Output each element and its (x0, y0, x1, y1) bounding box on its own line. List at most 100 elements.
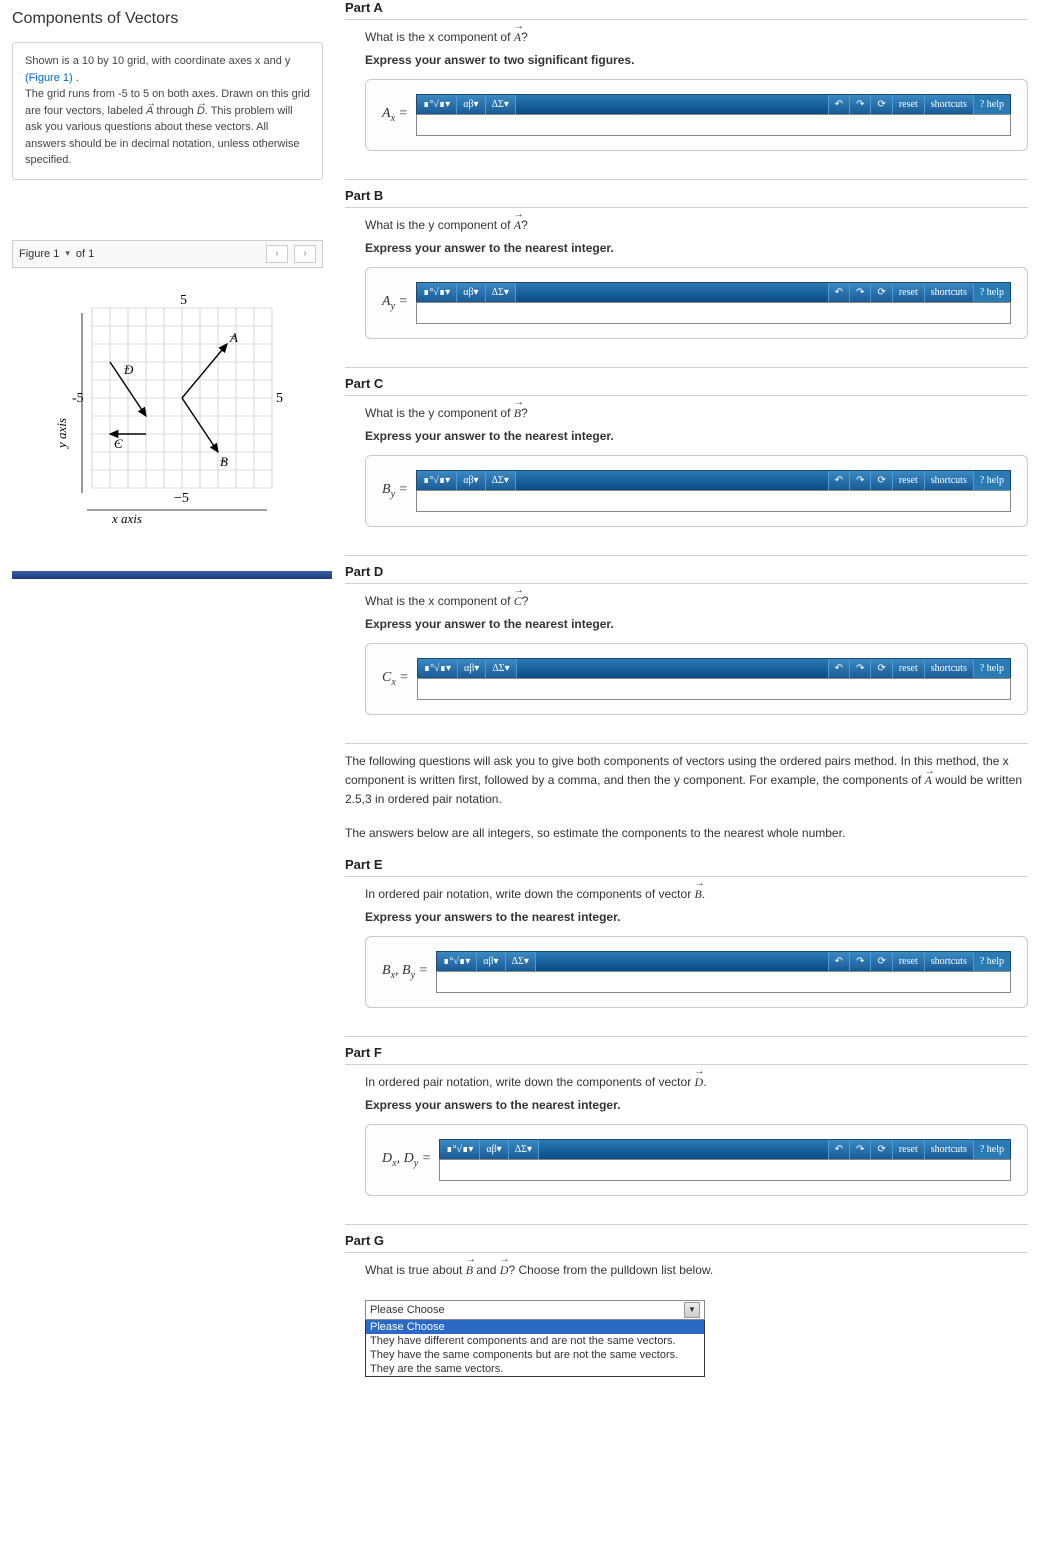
undo-button[interactable]: ↶ (828, 1140, 849, 1159)
figure-select-bar: Figure 1 ▾ of 1 ‹ › (12, 240, 323, 268)
redo-button[interactable]: ↷ (849, 283, 870, 302)
dropdown-option[interactable]: They have different components and are n… (366, 1334, 704, 1348)
y-axis-label: y axis (54, 418, 69, 450)
figure-next-button[interactable]: › (294, 245, 316, 263)
shortcuts-button[interactable]: shortcuts (924, 283, 973, 302)
answer-toolbar: ∎°√∎▾ αβ▾ ΔΣ▾ ↶ ↷ ⟳ reset shortcuts ? he… (416, 94, 1011, 114)
part-g-dropdown[interactable]: Please Choose ▼ Please Choose They have … (365, 1300, 705, 1377)
axis-top-5: 5 (180, 293, 187, 308)
intro-box: Shown is a 10 by 10 grid, with coordinat… (12, 42, 323, 180)
refresh-button[interactable]: ⟳ (870, 659, 891, 678)
answer-toolbar: ∎°√∎▾ αβ▾ ΔΣ▾ ↶ ↷ ⟳ reset shortcuts ? he… (416, 470, 1011, 490)
reset-button[interactable]: reset (892, 659, 924, 678)
template-button[interactable]: ∎°√∎▾ (437, 952, 477, 971)
chevron-down-icon[interactable]: ▾ (65, 248, 70, 259)
help-button[interactable]: ? help (973, 283, 1010, 302)
axis-right-5: 5 (276, 391, 283, 406)
undo-button[interactable]: ↶ (828, 283, 849, 302)
axis-bot-neg5: −5 (174, 491, 189, 506)
greek-button[interactable]: αβ▾ (480, 1140, 508, 1159)
refresh-button[interactable]: ⟳ (870, 471, 891, 490)
part-d-answer-box: Cx = ∎°√∎▾ αβ▾ ΔΣ▾ ↶ ↷ ⟳ reset shortcuts… (365, 643, 1028, 715)
refresh-button[interactable]: ⟳ (870, 283, 891, 302)
figure-prev-button[interactable]: ‹ (266, 245, 288, 263)
part-a-input[interactable] (416, 114, 1011, 136)
part-d-instruct: Express your answer to the nearest integ… (365, 617, 1028, 631)
symbols-button[interactable]: ΔΣ▾ (486, 283, 516, 302)
answer-toolbar: ∎°√∎▾ αβ▾ ΔΣ▾ ↶ ↷ ⟳ reset shortcuts ? he… (417, 658, 1011, 678)
svg-text:→: → (218, 454, 227, 464)
redo-button[interactable]: ↷ (849, 471, 870, 490)
reset-button[interactable]: reset (892, 952, 924, 971)
template-button[interactable]: ∎°√∎▾ (440, 1140, 480, 1159)
shortcuts-button[interactable]: shortcuts (924, 659, 973, 678)
part-d-header: Part D (345, 564, 1028, 584)
refresh-button[interactable]: ⟳ (870, 1140, 891, 1159)
reset-button[interactable]: reset (892, 1140, 924, 1159)
greek-button[interactable]: αβ▾ (457, 283, 485, 302)
reset-button[interactable]: reset (892, 95, 924, 114)
redo-button[interactable]: ↷ (849, 952, 870, 971)
undo-button[interactable]: ↶ (828, 659, 849, 678)
part-f-input[interactable] (439, 1159, 1011, 1181)
help-button[interactable]: ? help (973, 95, 1010, 114)
part-c-answer-box: By = ∎°√∎▾ αβ▾ ΔΣ▾ ↶ ↷ ⟳ reset shortcuts… (365, 455, 1028, 527)
help-button[interactable]: ? help (973, 659, 1010, 678)
part-f-answer-box: Dx, Dy = ∎°√∎▾ αβ▾ ΔΣ▾ ↶ ↷ ⟳ reset short… (365, 1124, 1028, 1196)
divider-bar (12, 571, 332, 579)
undo-button[interactable]: ↶ (828, 471, 849, 490)
help-button[interactable]: ? help (973, 1140, 1010, 1159)
part-e-instruct: Express your answers to the nearest inte… (365, 910, 1028, 924)
svg-text:→: → (228, 330, 237, 340)
symbols-button[interactable]: ΔΣ▾ (486, 471, 516, 490)
answer-toolbar: ∎°√∎▾ αβ▾ ΔΣ▾ ↶ ↷ ⟳ reset shortcuts ? he… (439, 1139, 1011, 1159)
part-b-instruct: Express your answer to the nearest integ… (365, 241, 1028, 255)
part-e-input[interactable] (436, 971, 1011, 993)
vec-a-ref: A (146, 105, 153, 117)
greek-button[interactable]: αβ▾ (457, 471, 485, 490)
part-b-input[interactable] (416, 302, 1011, 324)
reset-button[interactable]: reset (892, 471, 924, 490)
figure-link[interactable]: (Figure 1) (25, 72, 73, 84)
symbols-button[interactable]: ΔΣ▾ (509, 1140, 539, 1159)
shortcuts-button[interactable]: shortcuts (924, 952, 973, 971)
template-button[interactable]: ∎°√∎▾ (417, 283, 457, 302)
template-button[interactable]: ∎°√∎▾ (417, 95, 457, 114)
greek-button[interactable]: αβ▾ (457, 95, 485, 114)
part-e-header: Part E (345, 857, 1028, 877)
var-label: Ay = (382, 294, 408, 312)
reset-button[interactable]: reset (892, 283, 924, 302)
x-axis-label: x axis (111, 511, 142, 526)
greek-button[interactable]: αβ▾ (477, 952, 505, 971)
dropdown-option[interactable]: They are the same vectors. (366, 1362, 704, 1376)
undo-button[interactable]: ↶ (828, 952, 849, 971)
part-c-input[interactable] (416, 490, 1011, 512)
figure-label[interactable]: Figure 1 (19, 248, 59, 260)
dropdown-option[interactable]: Please Choose (366, 1320, 704, 1334)
help-button[interactable]: ? help (973, 471, 1010, 490)
help-button[interactable]: ? help (973, 952, 1010, 971)
redo-button[interactable]: ↷ (849, 659, 870, 678)
dropdown-list: Please Choose They have different compon… (365, 1320, 705, 1377)
refresh-button[interactable]: ⟳ (870, 95, 891, 114)
part-d-question: What is the x component of C? (365, 594, 1028, 609)
greek-button[interactable]: αβ▾ (458, 659, 486, 678)
shortcuts-button[interactable]: shortcuts (924, 1140, 973, 1159)
part-a-answer-box: Ax = ∎°√∎▾ αβ▾ ΔΣ▾ ↶ ↷ ⟳ reset shortcuts… (365, 79, 1028, 151)
undo-button[interactable]: ↶ (828, 95, 849, 114)
part-d-input[interactable] (417, 678, 1011, 700)
var-label: Cx = (382, 670, 409, 688)
chevron-down-icon[interactable]: ▼ (684, 1302, 700, 1318)
refresh-button[interactable]: ⟳ (870, 952, 891, 971)
symbols-button[interactable]: ΔΣ▾ (486, 659, 516, 678)
template-button[interactable]: ∎°√∎▾ (418, 659, 458, 678)
shortcuts-button[interactable]: shortcuts (924, 95, 973, 114)
redo-button[interactable]: ↷ (849, 95, 870, 114)
dropdown-option[interactable]: They have the same components but are no… (366, 1348, 704, 1362)
symbols-button[interactable]: ΔΣ▾ (506, 952, 536, 971)
redo-button[interactable]: ↷ (849, 1140, 870, 1159)
template-button[interactable]: ∎°√∎▾ (417, 471, 457, 490)
shortcuts-button[interactable]: shortcuts (924, 471, 973, 490)
answer-toolbar: ∎°√∎▾ αβ▾ ΔΣ▾ ↶ ↷ ⟳ reset shortcuts ? he… (436, 951, 1011, 971)
symbols-button[interactable]: ΔΣ▾ (486, 95, 516, 114)
